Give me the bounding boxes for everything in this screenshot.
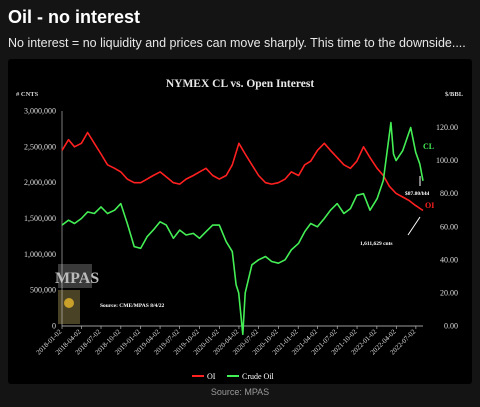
y-right-tick-label: 20.00 xyxy=(440,288,458,297)
mpas-logo: MPAS xyxy=(55,264,99,324)
page-title: Oil - no interest xyxy=(8,7,141,27)
page-subtitle: No interest = no liquidity and prices ca… xyxy=(8,36,466,50)
oi-note: 1,611,629 cnts xyxy=(360,241,393,247)
y-left-tick-label: 0 xyxy=(52,322,56,331)
legend-oi-label: OI xyxy=(207,372,216,381)
oi-label: OI xyxy=(425,201,434,210)
legend-crude-label: Crude Oil xyxy=(242,372,275,381)
chart-title: NYMEX CL vs. Open Interest xyxy=(166,78,315,90)
crude-series-line xyxy=(61,121,424,336)
right-axis-unit: $/BBL xyxy=(445,91,464,98)
y-left-tick-label: 500,000 xyxy=(30,286,56,295)
y-right-tick-label: 0.00 xyxy=(444,322,458,331)
y-right-tick-label: 120.00 xyxy=(436,123,458,132)
y-right-tick-label: 40.00 xyxy=(440,255,458,264)
footer-source: Source: MPAS xyxy=(210,387,270,397)
source-note: Source: CME/MPAS 8/4/22 xyxy=(100,303,165,309)
legend: OI Crude Oil xyxy=(192,372,275,381)
y-left-tick-label: 2,500,000 xyxy=(24,142,56,151)
oi-series-line xyxy=(61,131,424,212)
y-right-tick-label: 60.00 xyxy=(440,222,458,231)
y-right-tick-label: 100.00 xyxy=(436,156,458,165)
series-group xyxy=(61,121,424,336)
y-left-tick-label: 2,000,000 xyxy=(24,178,56,187)
y-right-tick-label: 80.00 xyxy=(440,189,458,198)
y-left-tick-label: 1,000,000 xyxy=(24,250,56,259)
y-left-tick-label: 3,000,000 xyxy=(24,107,56,116)
chart-area: NYMEX CL vs. Open Interest # CNTS $/BBL … xyxy=(8,59,472,384)
y-left-tick-label: 1,500,000 xyxy=(24,214,56,223)
oi-arrow xyxy=(407,216,421,236)
cl-label: CL xyxy=(423,142,434,151)
price-note: $87.80/bbl xyxy=(405,190,430,197)
left-axis-unit: # CNTS xyxy=(16,91,39,98)
logo-text: MPAS xyxy=(55,270,99,287)
chart-svg: NYMEX CL vs. Open Interest # CNTS $/BBL … xyxy=(16,78,464,381)
